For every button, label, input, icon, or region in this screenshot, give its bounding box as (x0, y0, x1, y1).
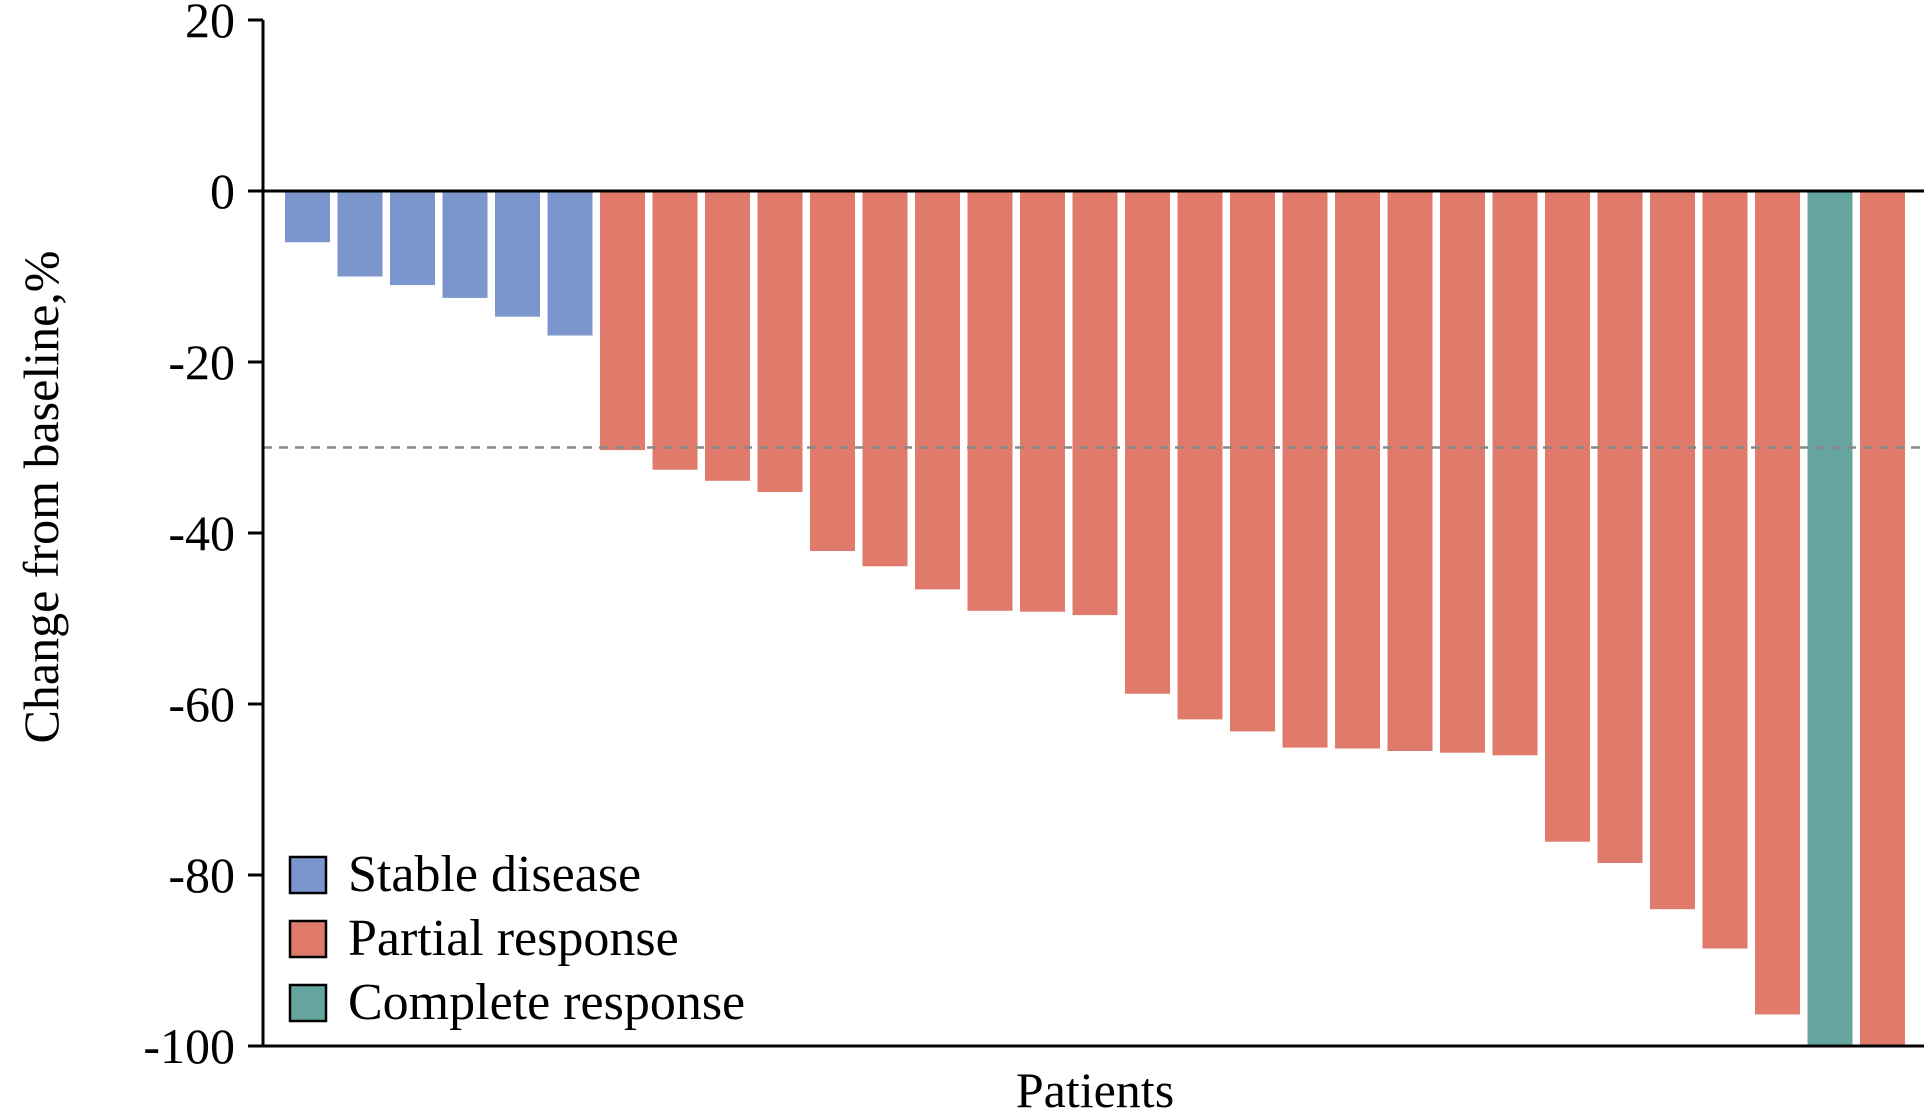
y-tick-label: -20 (168, 334, 235, 390)
y-tick-label: -100 (143, 1018, 235, 1074)
legend-label: Partial response (348, 910, 679, 967)
y-axis-title: Change from baseline,% (13, 251, 69, 744)
y-tick-label: -60 (168, 676, 235, 732)
legend-swatch (288, 855, 328, 895)
bar-11 (810, 191, 855, 551)
bars-layer (285, 191, 1905, 1046)
bar-2 (337, 191, 383, 277)
y-tick-label: -80 (168, 847, 235, 903)
bar-18 (1177, 191, 1223, 720)
legend-swatch (288, 983, 328, 1023)
bar-6 (547, 191, 593, 336)
y-tick-label: 20 (185, 0, 235, 48)
bar-21 (1335, 191, 1380, 749)
x-axis-title: Patients (1016, 1062, 1174, 1112)
bar-31 (1860, 191, 1905, 1046)
y-axis: 20 0 -20 -40 -60 -80 -100 (143, 0, 1924, 1074)
bar-28 (1702, 191, 1748, 949)
bar-3 (390, 191, 435, 286)
bar-7 (600, 191, 645, 451)
bar-14 (967, 191, 1013, 611)
bar-29 (1755, 191, 1800, 1015)
bar-12 (862, 191, 908, 567)
bar-1 (285, 191, 330, 243)
legend-label: Complete response (348, 974, 745, 1031)
bar-5 (495, 191, 540, 317)
bar-8 (652, 191, 698, 470)
bar-23 (1440, 191, 1485, 753)
bar-15 (1020, 191, 1065, 612)
bar-13 (915, 191, 960, 590)
bar-20 (1282, 191, 1328, 748)
bar-22 (1387, 191, 1433, 751)
bar-10 (757, 191, 803, 492)
legend-swatch (288, 919, 328, 959)
bar-9 (705, 191, 750, 481)
y-tick-label: 0 (210, 163, 235, 219)
bar-19 (1230, 191, 1275, 732)
bar-30 (1807, 191, 1853, 1046)
bar-24 (1492, 191, 1538, 756)
bar-25 (1545, 191, 1590, 842)
bar-16 (1072, 191, 1118, 616)
bar-26 (1597, 191, 1643, 863)
lines-layer (263, 189, 1924, 449)
y-tick-label: -40 (168, 505, 235, 561)
legend-label: Stable disease (348, 846, 641, 903)
bar-27 (1650, 191, 1695, 910)
bar-4 (442, 191, 488, 298)
legend: Stable disease Partial response Complete r… (288, 846, 745, 1031)
bar-17 (1125, 191, 1170, 694)
